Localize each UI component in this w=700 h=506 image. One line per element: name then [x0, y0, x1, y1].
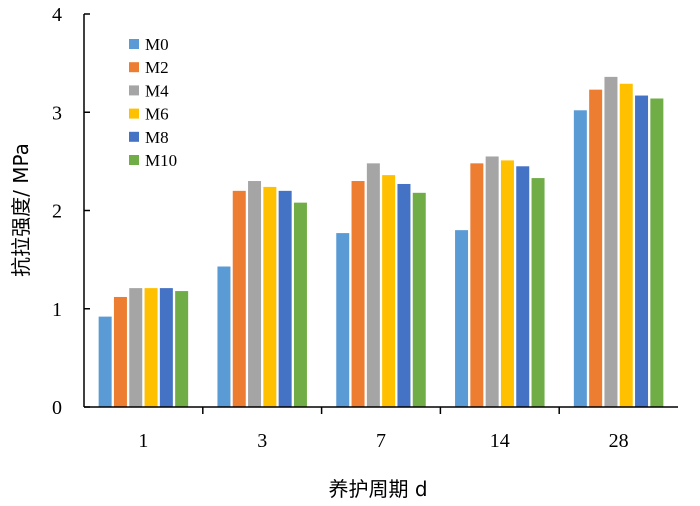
- legend-label-M6: M6: [145, 105, 169, 124]
- legend-label-M8: M8: [145, 128, 169, 147]
- y-tick-label: 2: [52, 201, 62, 223]
- bar-M2-28: [589, 89, 603, 407]
- bar-M6-7: [382, 175, 396, 407]
- bar-M6-28: [619, 83, 633, 407]
- x-tick-label: 14: [490, 430, 510, 452]
- legend-swatch-M8: [129, 131, 139, 142]
- y-tick-label: 3: [52, 102, 62, 124]
- bar-M2-14: [470, 163, 484, 407]
- bar-M8-14: [516, 166, 530, 407]
- bar-M2-1: [113, 296, 127, 407]
- y-tick-label: 4: [52, 4, 62, 26]
- bar-M10-14: [531, 178, 545, 407]
- bar-M8-1: [159, 288, 173, 407]
- bar-M10-28: [650, 98, 664, 408]
- bar-M2-3: [232, 190, 246, 407]
- bar-M0-1: [98, 316, 112, 407]
- bar-M10-1: [175, 291, 189, 407]
- legend-label-M4: M4: [145, 81, 169, 100]
- y-axis-title: 抗拉强度/ MPa: [9, 143, 33, 277]
- bar-M4-7: [366, 163, 380, 407]
- legend-swatch-M2: [129, 62, 139, 73]
- bar-M6-3: [263, 186, 277, 407]
- x-tick-label: 1: [138, 430, 148, 452]
- legend-label-M0: M0: [145, 35, 169, 54]
- bars-group: [98, 76, 664, 408]
- y-tick-label: 0: [52, 397, 62, 419]
- bar-M0-7: [336, 233, 350, 407]
- x-tick-label: 3: [257, 430, 267, 452]
- x-axis-title: 养护周期 d: [328, 477, 427, 501]
- legend-swatch-M4: [129, 85, 139, 96]
- bar-M2-7: [351, 181, 365, 407]
- legend-swatch-M6: [129, 108, 139, 119]
- bar-M10-3: [293, 202, 307, 407]
- bar-M8-7: [397, 183, 411, 407]
- bar-M10-7: [412, 192, 426, 407]
- bar-M0-14: [455, 230, 469, 407]
- legend-label-M2: M2: [145, 58, 169, 77]
- bar-M4-14: [485, 156, 499, 407]
- bar-M8-3: [278, 190, 292, 407]
- bar-M0-28: [573, 110, 587, 407]
- bar-M0-3: [217, 266, 231, 407]
- bar-M6-14: [500, 160, 514, 407]
- legend-swatch-M0: [129, 39, 139, 49]
- x-tick-label: 7: [376, 430, 386, 452]
- axes-group: [83, 13, 678, 414]
- bar-M4-28: [604, 76, 618, 407]
- legend-swatch-M10: [129, 155, 139, 165]
- legend-label-M10: M10: [145, 151, 177, 170]
- tick-labels-group: 0 1 2 3 4 1 3 7 14 28: [52, 4, 629, 452]
- legend: M0 M2 M4 M6 M8 M10: [129, 35, 177, 170]
- x-tick-label: 28: [609, 430, 629, 452]
- bar-M4-1: [129, 288, 143, 407]
- bar-M8-28: [635, 95, 649, 408]
- bar-M6-1: [144, 288, 158, 407]
- y-tick-label: 1: [52, 299, 62, 321]
- bar-M4-3: [248, 181, 262, 407]
